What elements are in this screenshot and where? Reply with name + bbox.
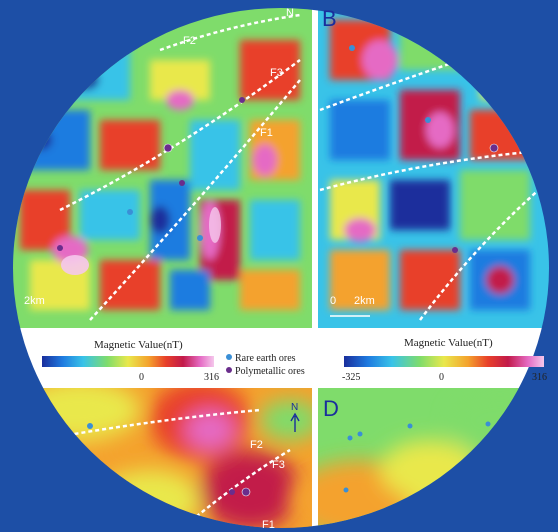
panel-d-letter: D [323,396,339,421]
panel-a-map [13,8,312,328]
vertical-divider [312,8,318,528]
rare-earth-label: Rare earth ores [235,353,296,364]
scale-zero-b: 0 [330,295,336,307]
legend-left-tick-0: 0 [139,372,144,383]
north-label-a: N [286,7,294,19]
polymetallic-marker-icon [226,367,232,373]
fault-label-f2-a: F2 [183,35,196,47]
colorbar-left [42,356,214,367]
legend-right-tick-max: 316 [532,372,547,383]
fault-label-f1-c: F1 [262,519,275,531]
fault-label-f1-a: F1 [260,127,273,139]
scale-label-a: 2km [24,295,45,307]
polymetallic-label: Polymetallic ores [235,366,305,377]
legend-right-tick-0: 0 [439,372,444,383]
north-arrow-icon [290,412,300,432]
legend-right-title: Magnetic Value(nT) [404,337,493,349]
legend-left-tick-316: 316 [204,372,219,383]
colorbar-right [344,356,544,367]
panel-c-map [13,380,320,528]
fault-label-f2-c: F2 [250,439,263,451]
north-label-c: N [291,402,298,413]
fault-label-f3-a: F3 [270,67,283,79]
scale-label-b: 2km [354,295,375,307]
rare-earth-marker-icon [226,354,232,360]
legend-right-tick-min: -325 [342,372,360,383]
legend-left-title: Magnetic Value(nT) [94,339,183,351]
panel-b-map [318,8,549,328]
panel-b-letter: B [322,6,337,31]
fault-label-f3-c: F3 [272,459,285,471]
